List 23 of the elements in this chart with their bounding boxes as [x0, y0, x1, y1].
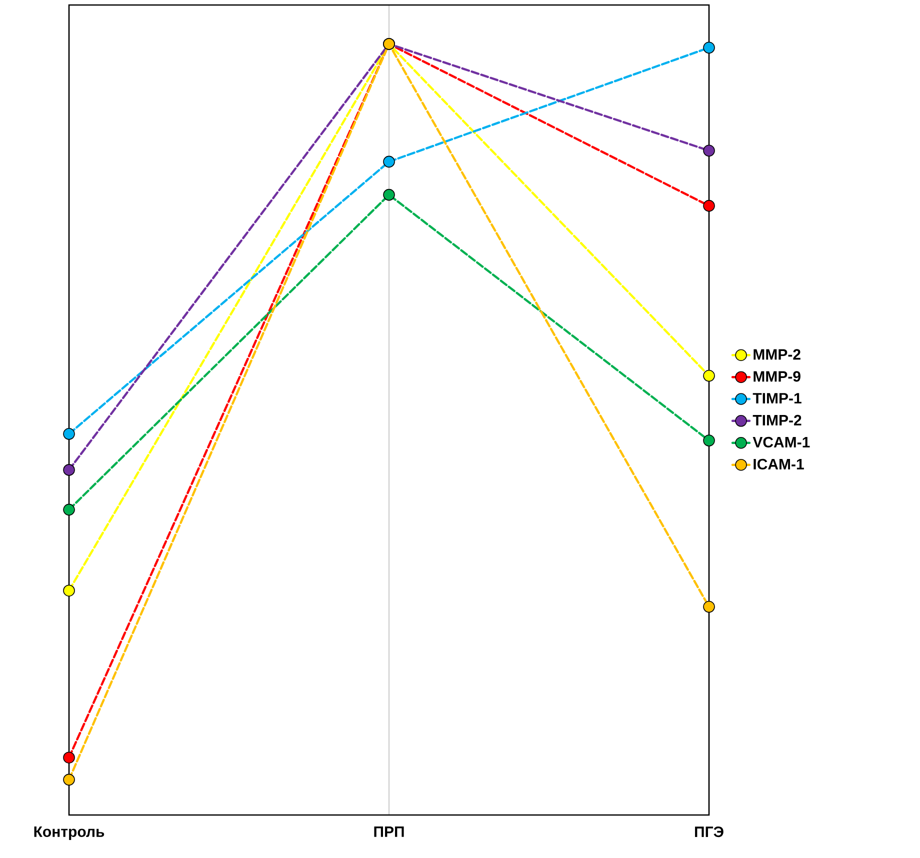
x-tick-label: ПРП: [374, 826, 404, 837]
legend-label: TIMP-2: [752, 414, 802, 426]
point: [63, 428, 75, 440]
point: [63, 774, 75, 786]
point: [703, 370, 715, 382]
legend-label: MMP-9: [754, 371, 800, 382]
point: [63, 584, 75, 596]
point: [703, 42, 715, 54]
legend-label: TIMP-1: [752, 393, 802, 404]
point: [63, 464, 75, 476]
x-tick-label: ПГЭ: [695, 826, 724, 838]
point: [63, 504, 75, 516]
point: [383, 188, 395, 201]
legend-label: VCAM-1: [752, 436, 810, 448]
point: [703, 200, 715, 212]
point: [703, 434, 715, 446]
point: [383, 156, 395, 168]
point: [703, 600, 715, 613]
point: [703, 144, 715, 157]
legend-label: ICAM-1: [754, 458, 804, 470]
legend-label: MMP-2: [754, 349, 800, 360]
x-tick-label: Контроль: [34, 826, 104, 840]
point: [63, 752, 75, 764]
